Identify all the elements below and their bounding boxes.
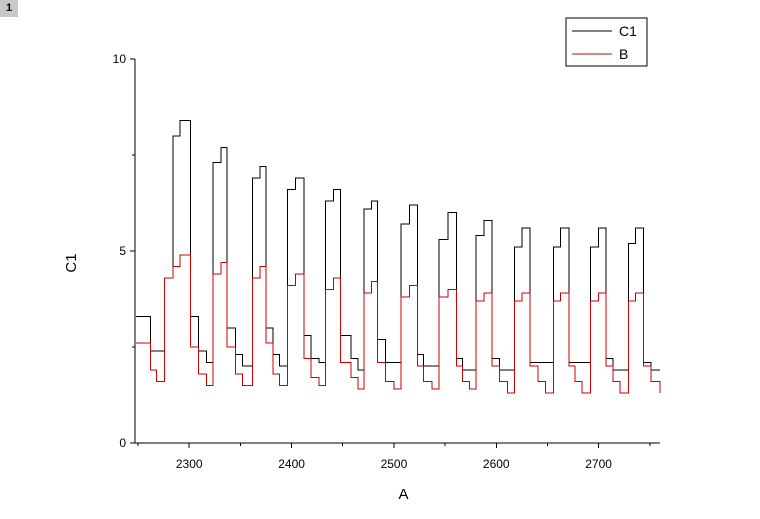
- x-axis-label: A: [398, 486, 408, 503]
- series-layer: [136, 119, 661, 394]
- x-tick-label: 2600: [483, 457, 510, 471]
- y-tick-label: 0: [119, 436, 126, 450]
- y-axis-label: C1: [63, 253, 80, 272]
- legend-label: C1: [619, 23, 637, 39]
- page-number-badge: 1: [0, 0, 18, 17]
- x-tick-label: 2700: [585, 457, 612, 471]
- axes-layer: 0 5 10 2300 2400 2500 2600 2700 A C1: [63, 52, 660, 503]
- y-tick-label: 10: [113, 52, 127, 66]
- legend: C1 B: [565, 17, 648, 67]
- x-tick-label: 2300: [176, 457, 203, 471]
- x-tick-label: 2400: [278, 457, 305, 471]
- x-tick-label: 2500: [381, 457, 408, 471]
- series-line-b: [136, 254, 661, 394]
- legend-box: [565, 17, 648, 67]
- y-tick-label: 5: [119, 244, 126, 258]
- legend-label: B: [619, 46, 628, 62]
- series-line-c1: [136, 119, 660, 371]
